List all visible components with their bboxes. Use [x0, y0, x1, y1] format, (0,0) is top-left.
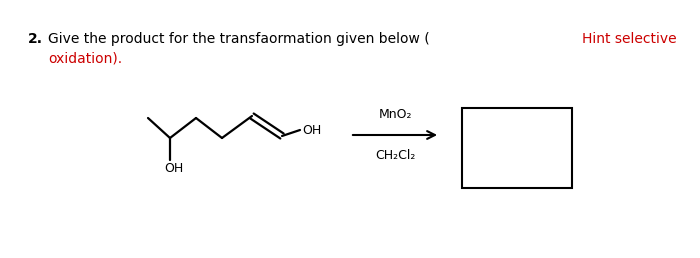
Text: Give the product for the transfaormation given below (: Give the product for the transfaormation… — [48, 32, 430, 46]
Text: CH₂Cl₂: CH₂Cl₂ — [374, 149, 415, 162]
Text: MnO₂: MnO₂ — [378, 108, 412, 121]
Text: OH: OH — [164, 162, 183, 175]
Text: OH: OH — [302, 124, 321, 136]
Text: oxidation).: oxidation). — [48, 52, 122, 66]
Text: 2.: 2. — [28, 32, 43, 46]
Text: Hint selective: Hint selective — [582, 32, 677, 46]
Bar — [462, 108, 572, 188]
